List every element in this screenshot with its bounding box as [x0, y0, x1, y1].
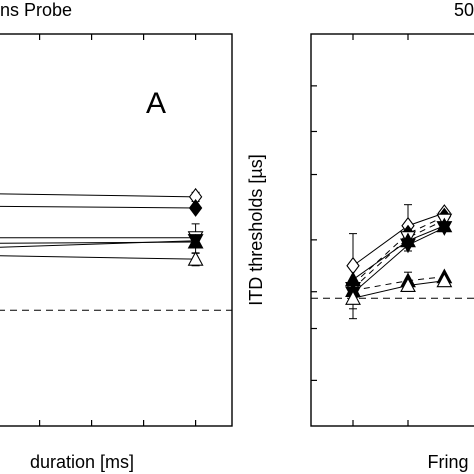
series-line: [0, 240, 196, 248]
data-point-triangle-down-filled: [187, 234, 204, 249]
panel-b: ITD thresholds [µs] Fring: [246, 33, 474, 472]
panel-b-ylabel: ITD thresholds [µs]: [246, 154, 266, 305]
series-line: [0, 193, 196, 198]
series-line: [0, 255, 196, 260]
panel-a-xlabel: duration [ms]: [30, 452, 134, 472]
data-point-triangle-up-open: [187, 250, 204, 266]
data-point-triangle-down-filled: [436, 221, 453, 236]
series-line: [352, 216, 445, 285]
series-triangle-down-open: [345, 213, 453, 297]
series-line: [352, 227, 445, 294]
series-line: [352, 280, 445, 299]
panel-a-label: A: [146, 87, 166, 120]
series-line: [352, 276, 445, 291]
series-diamond-open: [346, 204, 452, 310]
data-point-diamond-open: [346, 256, 360, 275]
series-diamond-filled: [0, 199, 203, 217]
panel-a: A duration [ms]: [0, 33, 233, 472]
series-triangle-up-open: [0, 250, 204, 267]
series-diamond-open: [0, 187, 203, 206]
series-triangle-up-open: [345, 272, 453, 320]
series-line: [352, 219, 445, 289]
panel-a-frame: [0, 33, 233, 427]
series-triangle-down-filled: [345, 221, 453, 302]
data-point-diamond-filled: [188, 199, 203, 217]
data-point-triangle-down-filled: [400, 238, 416, 254]
data-point-triangle-up-open: [400, 277, 416, 293]
series-triangle-down-filled: [0, 234, 204, 249]
panel-b-frame: [310, 33, 474, 427]
series-triangle-down-open: [0, 223, 204, 254]
data-point-triangle-up-open: [436, 272, 453, 288]
series-line: [352, 212, 445, 267]
left-panel-title: ns Probe: [0, 0, 72, 20]
data-point-triangle-up-open: [345, 290, 361, 305]
series-line: [0, 205, 196, 209]
right-panel-title: 50: [454, 0, 474, 20]
panel-b-xlabel: Fring: [427, 452, 468, 472]
series-line: [0, 241, 196, 244]
